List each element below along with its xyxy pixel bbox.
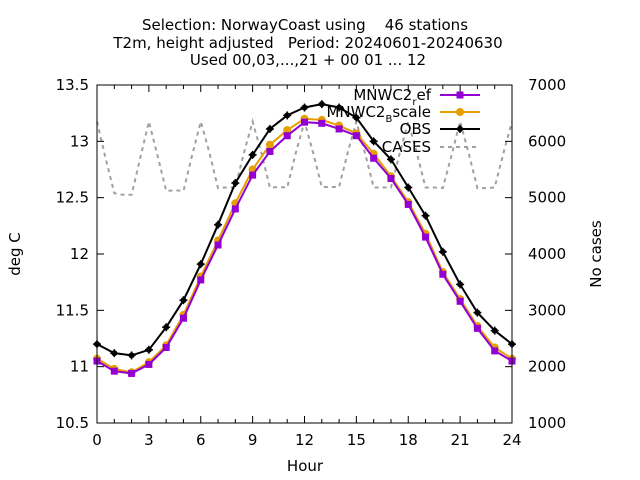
data-point [162,344,170,352]
data-point [110,349,119,358]
y-tick-label: 13.5 [56,76,89,94]
legend-label: CASES [382,138,431,156]
legend-label: MNWC2ref [353,86,431,108]
x-tick-label: 18 [399,431,418,449]
y-tick-label: 10.5 [56,414,89,432]
data-point [145,360,153,368]
series-OBS [93,100,516,360]
x-tick-label: 6 [196,431,206,449]
legend-label: MNWC2Bscale [326,103,431,125]
data-point [473,324,481,332]
data-point [491,347,499,355]
data-point [249,171,257,179]
y-tick-label: 13 [70,132,89,150]
data-point [162,323,171,332]
data-point [335,125,343,133]
data-point [283,132,291,140]
data-point [110,367,118,375]
y2-tick-label: 2000 [528,358,566,376]
data-point [214,241,222,249]
data-point [386,155,395,164]
data-point [318,119,326,127]
ticks-layer: 0 3 6 9 12 15 18 21 24 10.5 11 11.5 12 12.5 13 13.5 1000… [56,76,567,449]
data-point [422,233,430,241]
data-point [196,260,205,269]
series-layer [93,100,516,377]
data-point [283,126,292,135]
x-tick-label: 21 [451,431,470,449]
y-tick-label: 11.5 [56,301,89,319]
data-point [127,351,136,360]
series-line-MNWC2Bscale [96,117,513,374]
data-point [179,296,188,305]
data-point [404,183,413,192]
y-axis-label: deg C [6,232,24,276]
y-tick-label: 11 [70,358,89,376]
x-tick-label: 15 [347,431,366,449]
y-tick-label: 12.5 [56,189,89,207]
legend-marker [456,108,464,116]
data-point [248,150,257,159]
data-point [266,147,274,155]
data-point [231,179,240,188]
legend-marker [456,91,464,99]
data-point [335,103,344,112]
y2-tick-label: 4000 [528,245,566,263]
y-tick-label: 12 [70,245,89,263]
data-point [404,200,412,208]
data-point [439,270,447,278]
data-point [370,154,378,162]
data-point [438,247,447,256]
data-point [283,111,292,120]
y2-axis-label: No cases [587,220,605,288]
data-point [352,113,361,122]
data-point [387,175,395,183]
x-tick-label: 12 [295,431,314,449]
data-point [231,205,239,213]
y2-tick-label: 6000 [528,132,566,150]
data-point [265,140,274,149]
series-line-CASES [96,117,513,196]
data-point [144,345,153,354]
y2-tick-label: 5000 [528,189,566,207]
x-tick-label: 9 [248,431,258,449]
data-point [456,280,465,289]
y2-tick-label: 3000 [528,301,566,319]
x-tick-label: 0 [92,431,102,449]
data-point [197,276,205,284]
legend-marker [456,125,464,133]
data-point [317,100,326,109]
legend-label: OBS [400,120,431,138]
data-point [456,297,464,305]
data-point [352,132,360,140]
x-tick-label: 3 [144,431,154,449]
x-axis-label: Hour [287,457,324,475]
y2-tick-label: 7000 [528,76,566,94]
data-point [265,124,274,133]
y2-tick-label: 1000 [528,414,566,432]
title-line-2: T2m, height adjusted Period: 20240601-20… [112,34,502,52]
chart-title: Selection: NorwayCoast using 46 stations… [112,16,502,69]
data-point [369,137,378,146]
series-line-OBS [96,103,513,357]
data-point [179,314,187,322]
data-point [128,369,136,377]
series-CASES [96,117,513,196]
data-point [301,118,308,126]
title-line-1: Selection: NorwayCoast using 46 stations [142,16,468,34]
title-line-3: Used 00,03,...,21 + 00 01 ... 12 [190,51,426,69]
data-point [300,103,309,112]
data-point [421,211,430,220]
plot-frame [96,84,513,424]
data-point [490,326,499,335]
x-tick-label: 24 [502,431,521,449]
data-point [214,220,223,229]
series-MNWC2Bscale [93,114,516,377]
data-point [473,308,482,317]
